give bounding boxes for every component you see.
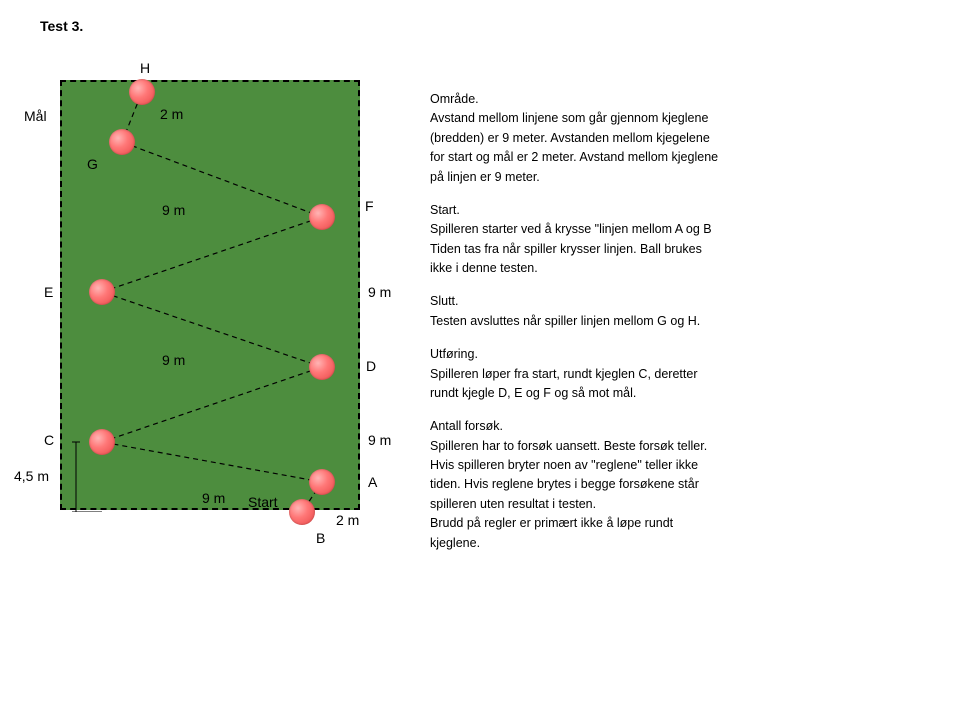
heading-execution: Utføring. xyxy=(430,345,910,364)
label-h: H xyxy=(140,60,150,76)
area-line2: (bredden) er 9 meter. Avstanden mellom k… xyxy=(430,131,710,145)
heading-start: Start. xyxy=(430,201,910,220)
goal-label: Mål xyxy=(24,108,47,124)
label-d: D xyxy=(366,358,376,374)
area-line3: for start og mål er 2 meter. Avstand mel… xyxy=(430,150,718,164)
label-c: C xyxy=(44,432,54,448)
start-line3: ikke i denne testen. xyxy=(430,261,538,275)
dim-9m-fe: 9 m xyxy=(368,284,391,300)
area-line4: på linjen er 9 meter. xyxy=(430,170,540,184)
page-title: Test 3. xyxy=(40,18,83,34)
att-line6: kjeglene. xyxy=(430,536,480,550)
marker-g xyxy=(109,129,135,155)
page: Test 3. xyxy=(0,0,960,721)
marker-e xyxy=(89,279,115,305)
start-line2: Tiden tas fra når spiller krysser linjen… xyxy=(430,242,702,256)
marker-f xyxy=(309,204,335,230)
label-b: B xyxy=(316,530,325,546)
label-e: E xyxy=(44,284,53,300)
section-execution: Utføring. Spilleren løper fra start, run… xyxy=(430,345,910,403)
heading-attempts: Antall forsøk. xyxy=(430,417,910,436)
start-label: Start xyxy=(248,494,278,510)
label-f: F xyxy=(365,198,374,214)
dim-9m-gf: 9 m xyxy=(162,202,185,218)
description-block: Område. Avstand mellom linjene som går g… xyxy=(430,90,910,567)
dim-9m-ed: 9 m xyxy=(162,352,185,368)
marker-a xyxy=(309,469,335,495)
end-line1: Testen avsluttes når spiller linjen mell… xyxy=(430,314,700,328)
dim-9m-ca: 9 m xyxy=(202,490,225,506)
section-area: Område. Avstand mellom linjene som går g… xyxy=(430,90,910,187)
area-line1: Avstand mellom linjene som går gjennom k… xyxy=(430,111,708,125)
label-a: A xyxy=(368,474,377,490)
att-line1: Spilleren har to forsøk uansett. Beste f… xyxy=(430,439,707,453)
att-line5: Brudd på regler er primært ikke å løpe r… xyxy=(430,516,673,530)
heading-area: Område. xyxy=(430,90,910,109)
field-diagram: 2 m 9 m 9 m 9 m Start xyxy=(60,80,360,510)
section-attempts: Antall forsøk. Spilleren har to forsøk u… xyxy=(430,417,910,553)
marker-c xyxy=(89,429,115,455)
label-g: G xyxy=(87,156,98,172)
att-line3: tiden. Hvis reglene brytes i begge forsø… xyxy=(430,477,699,491)
marker-h xyxy=(129,79,155,105)
exec-line2: rundt kjegle D, E og F og så mot mål. xyxy=(430,386,636,400)
dim-4-5m: 4,5 m xyxy=(14,468,49,484)
section-end: Slutt. Testen avsluttes når spiller linj… xyxy=(430,292,910,331)
marker-d xyxy=(309,354,335,380)
section-start: Start. Spilleren starter ved å krysse "l… xyxy=(430,201,910,279)
att-line2: Hvis spilleren bryter noen av "reglene" … xyxy=(430,458,698,472)
start-line1: Spilleren starter ved å krysse "linjen m… xyxy=(430,222,712,236)
dim-9m-dc: 9 m xyxy=(368,432,391,448)
exec-line1: Spilleren løper fra start, rundt kjeglen… xyxy=(430,367,697,381)
dim-2m-ab: 2 m xyxy=(336,512,359,528)
dim-2m-top: 2 m xyxy=(160,106,183,122)
att-line4: spilleren uten resultat i testen. xyxy=(430,497,596,511)
marker-b xyxy=(289,499,315,525)
heading-end: Slutt. xyxy=(430,292,910,311)
